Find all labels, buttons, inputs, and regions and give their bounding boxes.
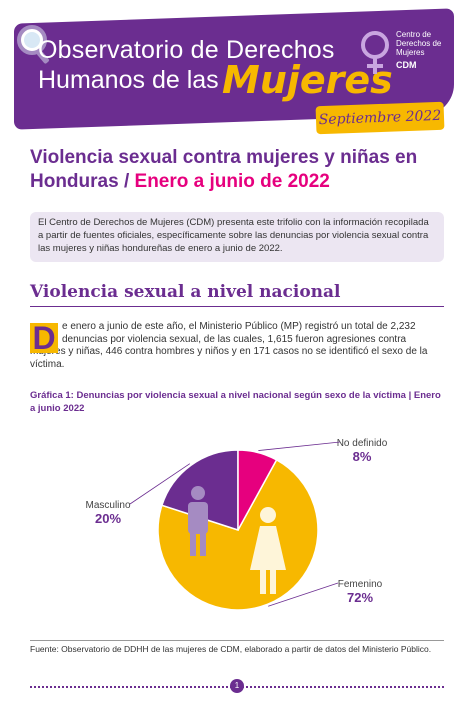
org-name: Centro de Derechos de Mujeres [396, 30, 442, 57]
body-text: e enero a junio de este año, el Minister… [30, 321, 428, 370]
slice-value-femenino: 72% [347, 590, 373, 605]
magnifier-icon [17, 25, 49, 64]
pie-slice-femenino [157, 458, 319, 611]
section-title: Violencia sexual a nivel nacional [30, 282, 341, 302]
header-title-highlight: Mujeres [222, 58, 393, 102]
intro-box: El Centro de Derechos de Mujeres (CDM) p… [30, 212, 444, 262]
main-title-part1: Violencia sexual contra mujeres y niñas … [30, 147, 418, 192]
male-figure-icon [188, 486, 208, 556]
date-badge: Septiembre 2022 [315, 101, 445, 135]
cdm-logo-icon [361, 31, 389, 74]
header-title-line2: Humanos de las [38, 66, 219, 94]
header-title-line1: Observatorio de Derechos [38, 36, 335, 64]
slice-value-no-definido: 8% [353, 449, 372, 464]
female-figure-icon [250, 507, 286, 594]
leader-line-femenino [268, 582, 339, 607]
org-acronym: CDM [396, 60, 417, 70]
slice-label-no-definido: No definido [337, 438, 388, 449]
source-divider [30, 640, 444, 641]
slice-label-masculino: Masculino [85, 500, 130, 511]
slice-value-masculino: 20% [95, 511, 121, 526]
source-note: Fuente: Observatorio de DDHH de las muje… [30, 644, 432, 654]
pie-slice-no-definido [237, 449, 278, 531]
body-paragraph: e enero a junio de este año, el Minister… [30, 321, 444, 371]
slice-label-femenino: Femenino [338, 579, 383, 590]
section-divider [30, 306, 444, 307]
drop-cap: D [30, 322, 58, 354]
main-title-part2: Enero a junio de 2022 [134, 171, 330, 192]
main-title: Violencia sexual contra mujeres y niñas … [30, 146, 450, 194]
page-number: 1 [230, 679, 244, 693]
chart-caption: Gráfica 1: Denuncias por violencia sexua… [30, 390, 441, 414]
leader-line-masculino [129, 463, 191, 505]
leader-line-no-definido [258, 441, 341, 451]
